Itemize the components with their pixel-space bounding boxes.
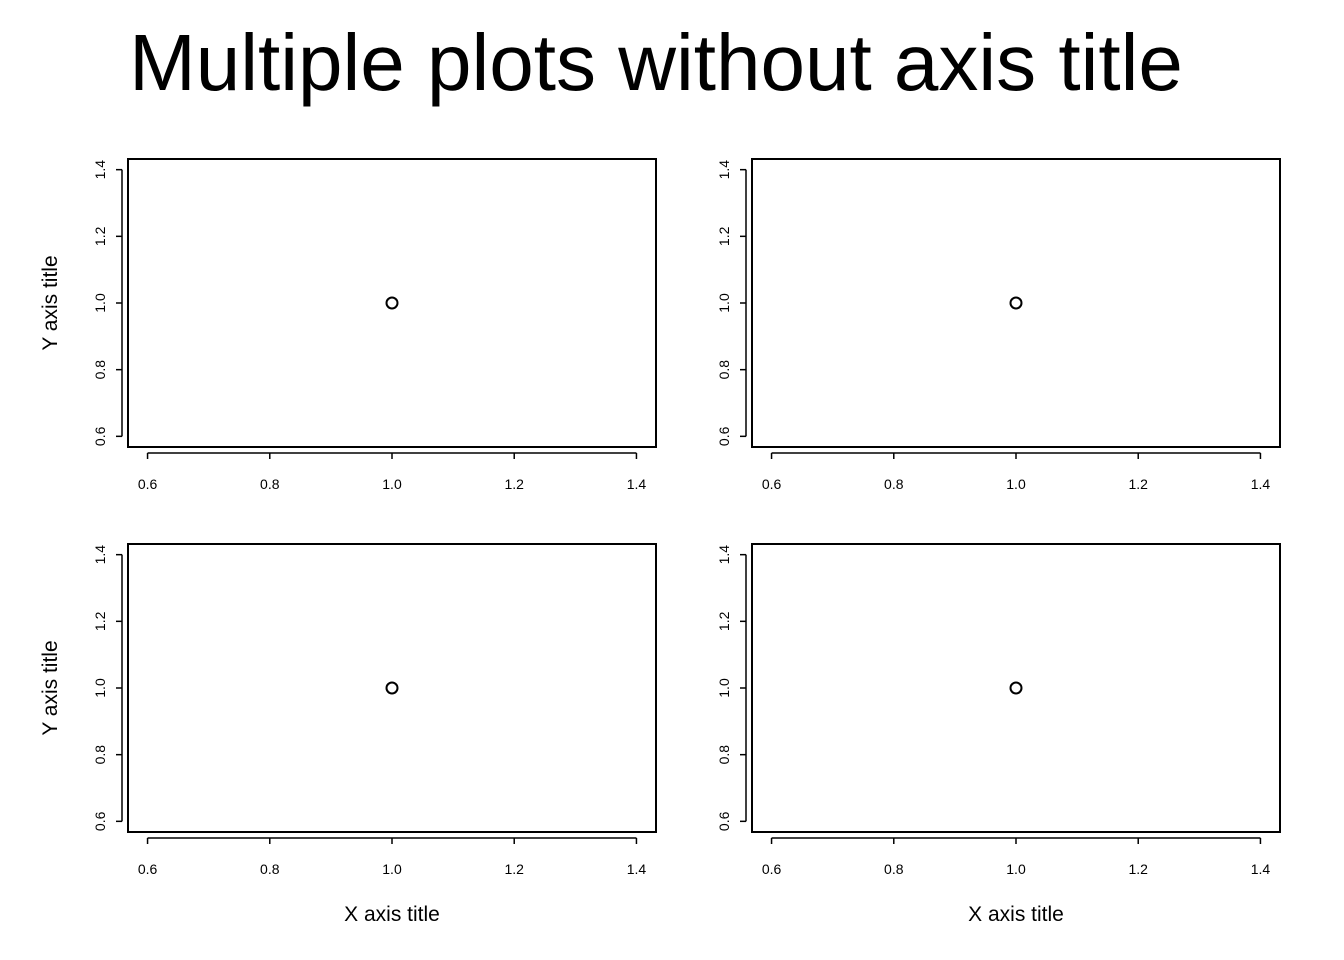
data-point	[1009, 681, 1023, 695]
plot-panel-3: 0.6 0.8 1.0 1.2 1.4 0.6 0.8 1.0 1.2 1.4 X axis tit…	[39, 543, 657, 926]
y-tick-label: 0.6	[716, 811, 732, 831]
y-tick-label: 0.8	[716, 745, 732, 765]
data-point	[1009, 296, 1023, 310]
y-tick-label: 1.2	[92, 226, 108, 246]
y-tick-label: 1.0	[92, 293, 108, 313]
chart-title: Multiple plots without axis title	[129, 18, 1183, 107]
plot-box	[751, 543, 1281, 833]
y-tick-label: 1.0	[92, 678, 108, 698]
x-tick-label: 1.2	[504, 861, 524, 877]
x-tick-label: 0.8	[884, 861, 904, 877]
y-tick-label: 1.2	[716, 226, 732, 246]
x-tick-label: 1.0	[382, 476, 402, 492]
y-tick-label: 0.8	[92, 745, 108, 765]
x-tick-label: 0.6	[138, 476, 158, 492]
y-tick-label: 1.2	[716, 611, 732, 631]
x-tick-label: 1.2	[1128, 476, 1148, 492]
plot-box	[127, 158, 657, 448]
plot-panel-4: 0.6 0.8 1.0 1.2 1.4 0.6 0.8 1.0 1.2 1.4 X axis tit…	[716, 543, 1281, 926]
y-tick-label: 1.4	[92, 545, 108, 565]
x-tick-label: 0.6	[762, 861, 782, 877]
y-tick-label: 0.6	[92, 426, 108, 446]
y-tick-label: 1.4	[92, 160, 108, 180]
x-tick-label: 0.8	[884, 476, 904, 492]
x-axis-title: X axis title	[344, 903, 440, 926]
y-tick-label: 0.8	[716, 360, 732, 380]
y-tick-label: 0.8	[92, 360, 108, 380]
x-tick-label: 1.4	[627, 861, 647, 877]
y-axis-title: Y axis title	[39, 640, 62, 735]
y-tick-label: 0.6	[716, 426, 732, 446]
x-tick-label: 1.2	[504, 476, 524, 492]
data-point	[385, 296, 399, 310]
x-axis-title: X axis title	[968, 903, 1064, 926]
x-tick-label: 0.6	[762, 476, 782, 492]
x-tick-label: 0.8	[260, 476, 280, 492]
x-tick-label: 1.4	[627, 476, 647, 492]
plot-box	[751, 158, 1281, 448]
data-point	[385, 681, 399, 695]
x-tick-label: 1.0	[382, 861, 402, 877]
y-tick-label: 1.0	[716, 293, 732, 313]
x-tick-label: 0.6	[138, 861, 158, 877]
x-tick-label: 1.2	[1128, 861, 1148, 877]
y-tick-label: 1.4	[716, 545, 732, 565]
x-tick-label: 1.0	[1006, 861, 1026, 877]
y-tick-label: 1.2	[92, 611, 108, 631]
x-tick-label: 1.4	[1251, 476, 1271, 492]
y-axis-title: Y axis title	[39, 255, 62, 350]
y-tick-label: 1.4	[716, 160, 732, 180]
plot-panel-1: 0.6 0.8 1.0 1.2 1.4 0.6 0.8 1.0 1.2 1.4 Y axis tit…	[39, 158, 657, 492]
x-tick-label: 1.0	[1006, 476, 1026, 492]
x-tick-label: 0.8	[260, 861, 280, 877]
y-tick-label: 1.0	[716, 678, 732, 698]
plot-box	[127, 543, 657, 833]
plot-panel-2: 0.6 0.8 1.0 1.2 1.4 0.6 0.8 1.0 1.2 1.4	[716, 158, 1281, 492]
x-tick-label: 1.4	[1251, 861, 1271, 877]
y-tick-label: 0.6	[92, 811, 108, 831]
